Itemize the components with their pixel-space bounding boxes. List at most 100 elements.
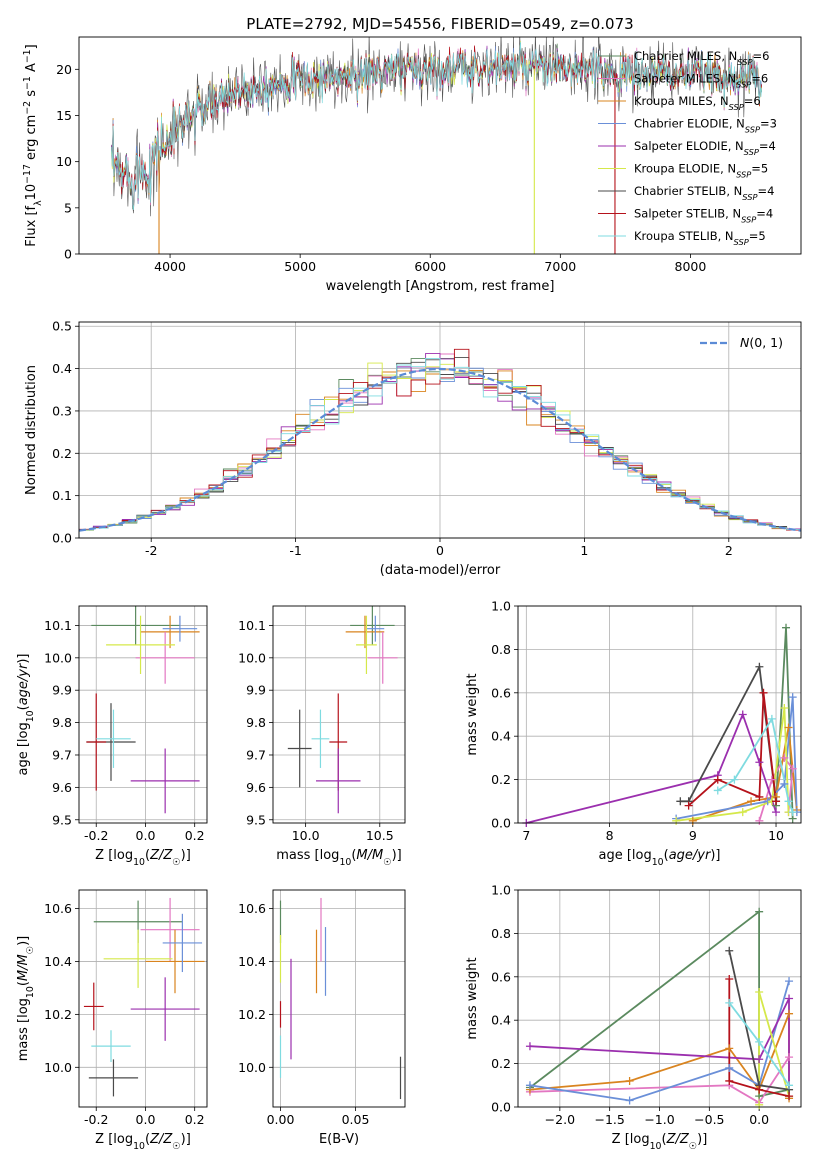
y-tick-label: 1.0	[491, 883, 511, 898]
weight-marker	[684, 801, 693, 810]
x-axis-label: mass [log10(M/M☉)]	[276, 848, 402, 868]
axes-frame	[517, 605, 802, 824]
plot-area-mass_vs_Z	[83, 897, 205, 1097]
weight-marker	[738, 808, 747, 817]
y-tick-label: 0.1	[52, 488, 72, 503]
x-tick-label: 2	[725, 543, 733, 558]
weight-marker	[767, 775, 776, 784]
y-tick-label: 0.0	[491, 1100, 511, 1115]
panel-age_vs_Z: -0.2 0.0 0.2 9.5 9.6 9.7 9.8 9.9 10.0 10.1 Z [log1…	[16, 605, 208, 868]
weight-marker	[782, 623, 791, 632]
y-tick-label: 0.5	[52, 319, 72, 334]
x-tick-label: 10	[768, 828, 784, 843]
weight-marker	[730, 775, 739, 784]
weight-line-kroupa-miles	[692, 727, 798, 822]
plot-area-age_vs_Z	[86, 606, 200, 814]
x-tick-label: 0	[436, 543, 444, 558]
legend-label: Chabrier MILES, NSSP=6	[634, 49, 769, 67]
weight-marker	[767, 714, 776, 723]
axes-frame	[78, 36, 802, 255]
y-tick-label: 0.8	[491, 926, 511, 941]
plot-area-residuals	[79, 348, 801, 538]
y-tick-label: 10.4	[44, 954, 72, 969]
y-tick-label: 9.9	[246, 683, 266, 698]
x-tick-label: 5000	[284, 259, 316, 274]
panel-spectrum: 4000 5000 6000 7000 8000 0 5 10 15 20 wavelength […	[22, 36, 802, 294]
weight-marker	[784, 797, 793, 806]
weight-marker	[759, 688, 768, 697]
x-tick-label: −1.0	[644, 1112, 674, 1127]
panel-age_vs_mass: 10.0 10.5 9.5 9.6 9.7 9.8 9.9 10.0 10.1 mass [log…	[238, 605, 406, 868]
axes-frame	[78, 889, 208, 1108]
legend-label: Salpeter MILES, NSSP=6	[634, 72, 768, 90]
legend-label: Kroupa MILES, NSSP=6	[634, 94, 761, 112]
legend-label: Salpeter STELIB, NSSP=4	[634, 207, 773, 225]
x-tick-label: −2.0	[545, 1112, 575, 1127]
x-tick-label: 0.0	[136, 828, 156, 843]
y-tick-label: 9.7	[246, 747, 266, 762]
y-tick-label: 9.7	[52, 747, 72, 762]
x-tick-label: 10.0	[292, 828, 320, 843]
panel-mass_vs_Z: -0.2 0.0 0.2 10.0 10.2 10.4 10.6 Z [log10(Z/Z☉)…	[16, 889, 208, 1152]
weight-marker	[713, 786, 722, 795]
y-tick-label: 10.2	[238, 1007, 266, 1022]
weight-marker	[725, 946, 734, 955]
figure-title: PLATE=2792, MJD=54556, FIBERID=0549, z=0…	[246, 15, 633, 33]
x-tick-label: 0.0	[749, 1112, 769, 1127]
weight-marker	[788, 808, 797, 817]
legend-label: Kroupa ELODIE, NSSP=5	[634, 162, 768, 180]
y-tick-label: 10.0	[238, 1060, 266, 1075]
y-tick-label: 20	[56, 62, 72, 77]
y-axis-label: Flux [fλ10−17 erg cm−2 s−1 A−1]	[22, 44, 44, 246]
weight-marker	[785, 1092, 794, 1101]
y-tick-label: 10.6	[44, 901, 72, 916]
weight-marker	[755, 1100, 764, 1109]
plot-area-mass_vs_ebv	[279, 897, 402, 1100]
weight-marker	[788, 764, 797, 773]
spectrum-line-kroupa-stelib	[111, 41, 763, 210]
weight-marker	[725, 974, 734, 983]
weight-marker	[725, 1076, 734, 1085]
x-tick-label: 8000	[675, 259, 707, 274]
x-tick-label: 6000	[414, 259, 446, 274]
weight-marker	[725, 998, 734, 1007]
weight-marker	[785, 1053, 794, 1062]
weight-marker	[772, 808, 781, 817]
plot-area-spectrum	[111, 37, 763, 254]
y-tick-label: 10.1	[44, 618, 72, 633]
weight-marker	[747, 797, 756, 806]
y-tick-label: 0.2	[491, 1056, 511, 1071]
weight-marker	[525, 1081, 534, 1090]
weight-marker	[725, 1044, 734, 1053]
weight-marker	[738, 710, 747, 719]
x-tick-label: 0.00	[267, 1112, 295, 1127]
x-axis-label: Z [log10(Z/Z☉)]	[95, 1132, 191, 1152]
x-tick-label: 0.2	[185, 828, 205, 843]
legend-label: Chabrier ELODIE, NSSP=3	[634, 117, 777, 135]
y-axis-label: mass [log10(M/M☉)]	[16, 936, 36, 1062]
x-tick-label: 0.2	[185, 1112, 205, 1127]
y-tick-label: 10.0	[44, 650, 72, 665]
weight-line-salpeter-stelib	[728, 979, 790, 1098]
y-tick-label: 9.8	[246, 715, 266, 730]
plot-area-age_vs_mass	[287, 606, 398, 814]
y-tick-label: 0.4	[491, 729, 511, 744]
x-tick-label: −0.5	[694, 1112, 724, 1127]
x-tick-label: 8	[606, 828, 614, 843]
x-axis-label: Z [log10(Z/Z☉)]	[612, 1132, 708, 1152]
y-tick-label: 0.4	[52, 361, 72, 376]
x-tick-label: 1	[580, 543, 588, 558]
x-tick-label: -1	[289, 543, 301, 558]
y-axis-label: Normed distribution	[24, 365, 39, 495]
weight-marker	[625, 1076, 634, 1085]
panel-weight_vs_Z: −2.0 −1.5 −1.0 −0.5 0.0 0.0 0.2 0.4 0.6 0.8 1.0 mas…	[465, 883, 802, 1152]
panel-weight_vs_age: 7 8 9 10 0.0 0.2 0.4 0.6 0.8 1.0 mass weight age [l…	[465, 599, 802, 868]
axes-frame	[78, 321, 802, 539]
weight-marker	[672, 816, 681, 825]
y-tick-label: 0.2	[52, 446, 72, 461]
weight-marker	[725, 1063, 734, 1072]
axes-frame	[517, 889, 802, 1108]
x-tick-label: −1.5	[594, 1112, 624, 1127]
y-tick-label: 5	[64, 200, 72, 215]
weight-marker	[755, 816, 764, 825]
